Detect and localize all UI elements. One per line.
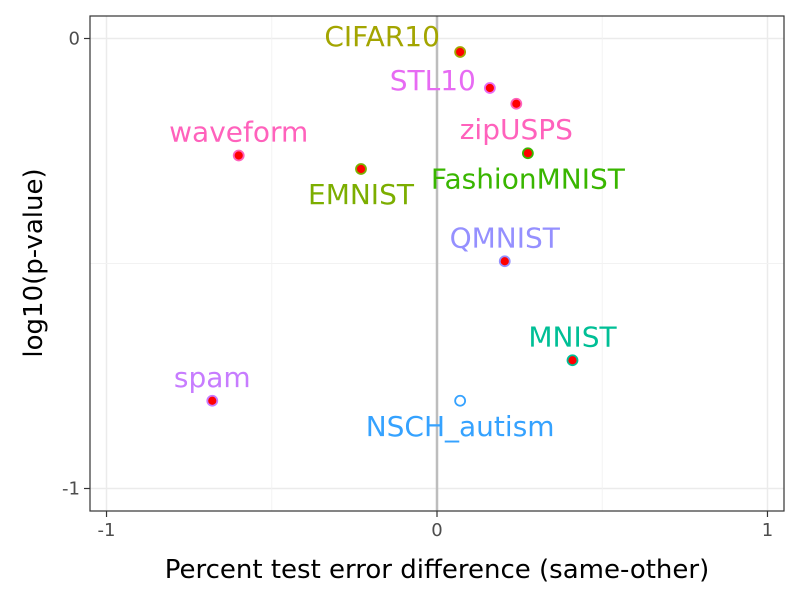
point-label: spam xyxy=(174,361,251,394)
data-point xyxy=(521,147,534,160)
y-tick-label: -1 xyxy=(62,479,80,500)
data-point xyxy=(355,163,367,175)
data-point xyxy=(232,149,245,162)
data-point xyxy=(498,255,511,268)
data-point xyxy=(454,394,467,407)
point-label: MNIST xyxy=(528,320,617,353)
y-tick-label: 0 xyxy=(69,29,80,50)
y-axis-title: log10(p-value) xyxy=(19,168,49,357)
data-point xyxy=(566,354,579,367)
point-label: QMNIST xyxy=(450,221,561,254)
y-axis-ticks: 0 -1 xyxy=(62,29,90,500)
point-label: EMNIST xyxy=(308,178,415,211)
x-axis-ticks: -1 0 1 xyxy=(98,511,773,541)
data-point xyxy=(510,97,523,110)
data-points xyxy=(206,46,579,407)
point-label: STL10 xyxy=(390,64,476,97)
x-tick-label: 1 xyxy=(762,520,773,541)
point-label: NSCH_autism xyxy=(366,410,555,443)
x-axis-title: Percent test error difference (same-othe… xyxy=(165,555,710,585)
x-tick-label: -1 xyxy=(98,520,116,541)
point-label: FashionMNIST xyxy=(431,162,626,195)
point-label: waveform xyxy=(169,116,308,149)
data-point xyxy=(483,82,496,94)
x-tick-label: 0 xyxy=(431,520,442,541)
point-label: zipUSPS xyxy=(460,113,573,146)
point-label: CIFAR10 xyxy=(324,20,440,53)
data-point xyxy=(206,394,219,407)
data-point xyxy=(454,46,467,58)
point-labels: CIFAR10 STL10 zipUSPS FashionMNIST waveformE… xyxy=(169,20,626,443)
